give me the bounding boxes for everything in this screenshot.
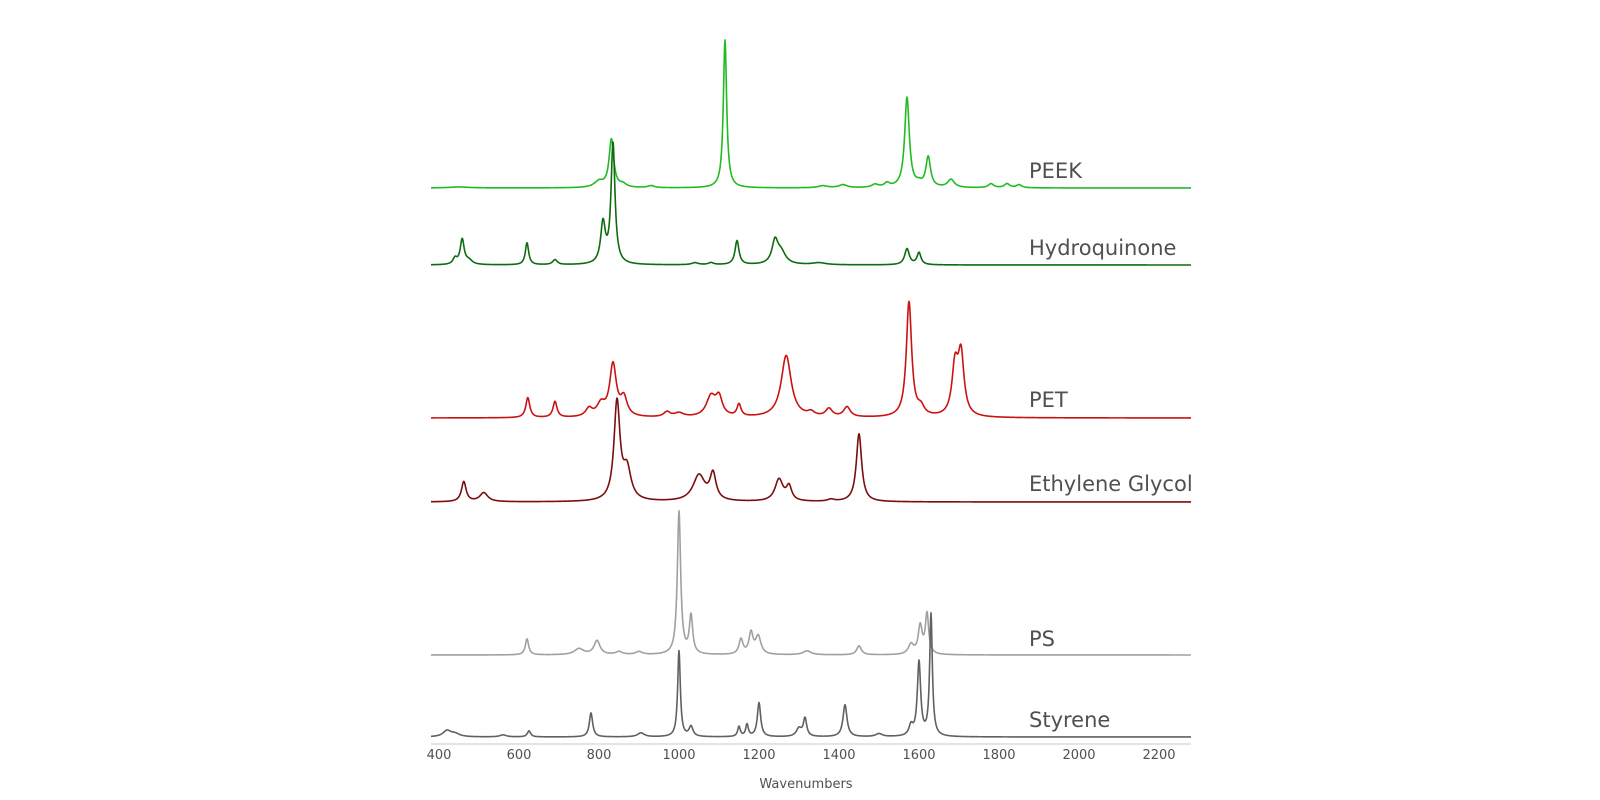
x-tick-label-800: 800 (587, 748, 612, 763)
series-label-pet: PET (1029, 388, 1068, 412)
spectrum-line-ps (430, 509, 1192, 656)
x-tick-label-1600: 1600 (902, 748, 935, 763)
spectrum-line-pet (430, 300, 1192, 419)
x-tick-label-2200: 2200 (1142, 748, 1175, 763)
series-label-peek: PEEK (1029, 159, 1083, 183)
series-label-styrene: Styrene (1029, 708, 1110, 732)
series-label-hydroquinone: Hydroquinone (1029, 236, 1176, 260)
x-tick-label-1000: 1000 (662, 748, 695, 763)
spectrum-line-hydroquinone (430, 141, 1192, 266)
series-label-ps: PS (1029, 627, 1055, 651)
spectrum-line-styrene (430, 611, 1192, 738)
spectra-layer (430, 39, 1192, 738)
x-tick-label-1200: 1200 (742, 748, 775, 763)
spectrum-line-ethylene-glycol (430, 397, 1192, 503)
series-labels: PEEK Hydroquinone PET Ethylene Glycol PS Styr… (1029, 159, 1193, 732)
x-tick-label-1800: 1800 (982, 748, 1015, 763)
x-tick-label-600: 600 (507, 748, 532, 763)
x-axis-title: Wavenumbers (759, 777, 852, 792)
series-label-ethylene-glycol: Ethylene Glycol (1029, 472, 1193, 496)
x-axis: 400 600 800 1000 1200 1400 1600 1800 2000 2200 (427, 743, 1191, 763)
x-tick-label-400: 400 (427, 748, 452, 763)
spectrum-line-peek (430, 39, 1192, 189)
x-tick-label-2000: 2000 (1062, 748, 1095, 763)
x-tick-label-1400: 1400 (822, 748, 855, 763)
